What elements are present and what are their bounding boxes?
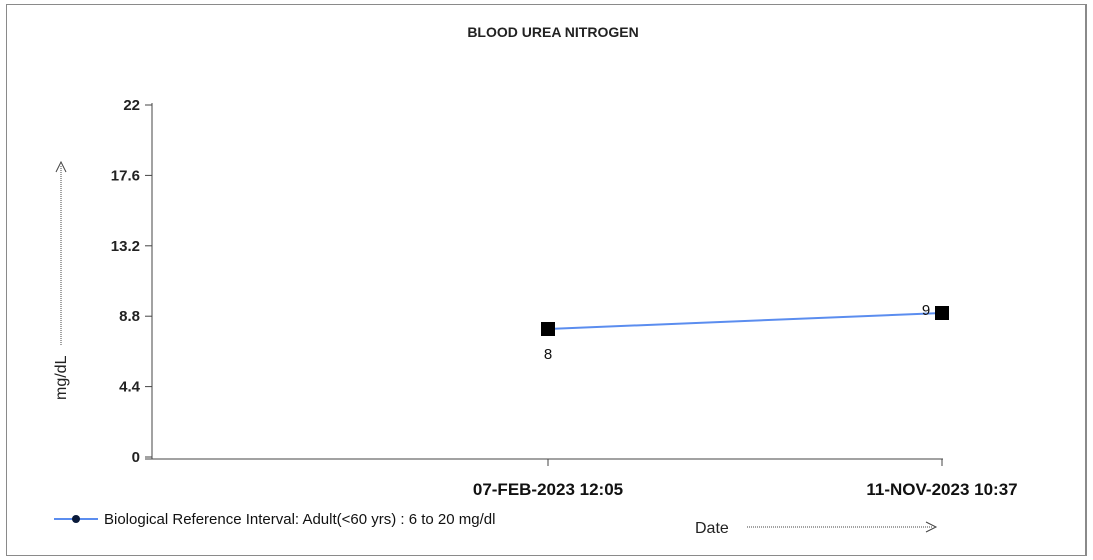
y-tick-label: 4.4	[119, 379, 141, 396]
y-tick-label: 0	[132, 449, 140, 466]
y-tick-label: 22	[123, 97, 140, 114]
x-axis-title-group: Date	[695, 520, 938, 537]
x-tick-label: 07-FEB-2023 12:05	[473, 480, 623, 499]
chart-title: BLOOD UREA NITROGEN	[467, 24, 638, 40]
legend: Biological Reference Interval: Adult(<60…	[54, 511, 495, 528]
legend-marker	[72, 515, 80, 523]
y-axis-title-group: mg/dL	[53, 160, 70, 400]
data-label: 9	[922, 302, 930, 319]
y-tick-label: 17.6	[111, 167, 140, 184]
legend-label: Biological Reference Interval: Adult(<60…	[104, 511, 495, 528]
y-tick-label: 13.2	[111, 238, 140, 255]
data-point	[935, 306, 949, 320]
series-line	[547, 312, 943, 330]
x-axis-title: Date	[695, 520, 729, 537]
y-ticks: 0 4.4 8.8 13.2 17.6 22	[111, 97, 152, 466]
series-layer: 89	[541, 302, 949, 363]
y-axis-title: mg/dL	[53, 355, 70, 400]
data-label: 8	[544, 346, 552, 363]
y-tick-label: 8.8	[119, 308, 140, 325]
x-ticks: 07-FEB-2023 12:05 11-NOV-2023 10:37	[473, 459, 1018, 499]
data-point	[541, 322, 555, 336]
x-tick-label: 11-NOV-2023 10:37	[866, 480, 1017, 499]
chart-frame	[6, 4, 1087, 556]
y-axis-title-arrow-head	[55, 160, 67, 173]
x-axis-title-arrow-head	[925, 521, 938, 533]
